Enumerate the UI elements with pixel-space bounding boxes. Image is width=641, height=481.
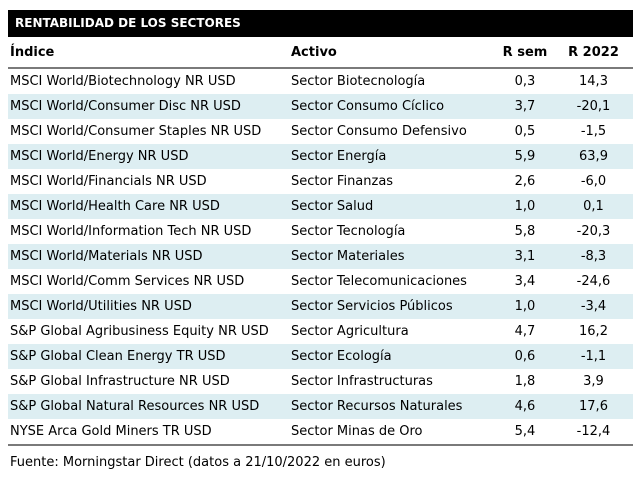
asset-cell: Sector Recursos Naturales — [291, 399, 463, 414]
source-note: Fuente: Morningstar Direct (datos a 21/1… — [10, 455, 386, 470]
table-row: S&P Global Clean Energy TR USD Sector Eco… — [8, 344, 633, 369]
r-sem-cell: 0,5 — [514, 124, 536, 139]
r-sem-cell: 0,6 — [514, 349, 536, 364]
r-sem-cell: 5,8 — [514, 224, 536, 239]
r-sem-cell: 3,1 — [514, 249, 536, 264]
asset-cell: Sector Materiales — [291, 249, 405, 264]
table-title: RENTABILIDAD DE LOS SECTORES — [15, 16, 241, 30]
r-sem-cell: 5,9 — [514, 149, 536, 164]
index-cell: NYSE Arca Gold Miners TR USD — [8, 419, 289, 446]
asset-cell: Sector Salud — [291, 199, 374, 214]
r-sem-cell: 1,8 — [514, 374, 536, 389]
r-sem-cell: 3,4 — [514, 274, 536, 289]
asset-cell: Sector Consumo Defensivo — [291, 124, 467, 139]
r-2022-cell: -8,3 — [580, 249, 607, 264]
table-row: MSCI World/Energy NR USD Sector Energía 5,… — [8, 144, 633, 169]
r-sem-cell: 0,3 — [514, 74, 536, 89]
table-row: NYSE Arca Gold Miners TR USD Sector Minas… — [8, 419, 633, 446]
table-row: MSCI World/Consumer Disc NR USD Sector Co… — [8, 94, 633, 119]
index-cell: S&P Global Infrastructure NR USD — [10, 374, 230, 389]
index-cell: MSCI World/Health Care NR USD — [10, 199, 220, 214]
table-row: MSCI World/Financials NR USD Sector Finan… — [8, 169, 633, 194]
asset-cell: Sector Tecnología — [291, 224, 406, 239]
r-2022-cell: -24,6 — [576, 274, 611, 289]
table-header: Índice Activo R sem R 2022 — [8, 37, 633, 69]
table-row: MSCI World/Biotechnology NR USD Sector Bi… — [8, 68, 633, 94]
column-header-activo: Activo — [289, 37, 496, 69]
table-row: MSCI World/Consumer Staples NR USD Sector… — [8, 119, 633, 144]
sector-returns-table: Índice Activo R sem R 2022 MSCI World/Bi… — [8, 37, 633, 446]
table-body: MSCI World/Biotechnology NR USD Sector Bi… — [8, 68, 633, 446]
r-2022-cell: 3,9 — [583, 374, 604, 389]
asset-cell: Sector Energía — [291, 149, 387, 164]
index-cell: MSCI World/Biotechnology NR USD — [10, 74, 236, 89]
index-cell: MSCI World/Utilities NR USD — [10, 299, 192, 314]
table-row: MSCI World/Health Care NR USD Sector Salu… — [8, 194, 633, 219]
r-2022-cell: -3,4 — [580, 299, 607, 314]
index-cell: MSCI World/Comm Services NR USD — [10, 274, 245, 289]
asset-cell: Sector Biotecnología — [291, 74, 426, 89]
asset-cell: Sector Infrastructuras — [291, 374, 433, 389]
asset-cell: Sector Finanzas — [291, 174, 394, 189]
column-header-r-sem: R sem — [496, 37, 554, 69]
r-sem-cell: 2,6 — [514, 174, 536, 189]
asset-cell: Sector Agricultura — [291, 324, 409, 339]
table-row: S&P Global Agribusiness Equity NR USD Sec… — [8, 319, 633, 344]
r-2022-cell: 63,9 — [579, 149, 608, 164]
column-header-indice: Índice — [8, 37, 289, 69]
table-row: S&P Global Infrastructure NR USD Sector I… — [8, 369, 633, 394]
index-cell: MSCI World/Energy NR USD — [10, 149, 189, 164]
r-2022-cell: 0,1 — [583, 199, 604, 214]
table-row: MSCI World/Comm Services NR USD Sector Te… — [8, 269, 633, 294]
r-2022-cell: -1,5 — [580, 124, 607, 139]
asset-cell: Sector Consumo Cíclico — [291, 99, 445, 114]
r-2022-cell: -6,0 — [580, 174, 607, 189]
r-2022-cell: -1,1 — [580, 349, 607, 364]
asset-cell: Sector Servicios Públicos — [291, 299, 453, 314]
r-2022-cell: 14,3 — [579, 74, 608, 89]
index-cell: MSCI World/Materials NR USD — [10, 249, 203, 264]
table-row: MSCI World/Information Tech NR USD Sector… — [8, 219, 633, 244]
r-sem-cell: 4,6 — [514, 399, 536, 414]
r-sem-cell: 1,0 — [514, 299, 536, 314]
r-sem-cell: 5,4 — [496, 419, 554, 446]
r-2022-cell: -12,4 — [554, 419, 633, 446]
index-cell: MSCI World/Consumer Disc NR USD — [10, 99, 241, 114]
table-title-bar: RENTABILIDAD DE LOS SECTORES — [8, 10, 633, 37]
r-2022-cell: 17,6 — [579, 399, 608, 414]
asset-cell: Sector Ecología — [291, 349, 392, 364]
r-2022-cell: 16,2 — [579, 324, 608, 339]
table-row: S&P Global Natural Resources NR USD Secto… — [8, 394, 633, 419]
r-2022-cell: -20,3 — [576, 224, 611, 239]
asset-cell: Sector Telecomunicaciones — [291, 274, 467, 289]
table-header-row: Índice Activo R sem R 2022 — [8, 37, 633, 69]
r-sem-cell: 3,7 — [514, 99, 536, 114]
index-cell: MSCI World/Financials NR USD — [10, 174, 207, 189]
r-sem-cell: 1,0 — [514, 199, 536, 214]
table-row: MSCI World/Utilities NR USD Sector Servic… — [8, 294, 633, 319]
r-sem-cell: 4,7 — [514, 324, 536, 339]
index-cell: S&P Global Agribusiness Equity NR USD — [10, 324, 269, 339]
index-cell: S&P Global Clean Energy TR USD — [10, 349, 226, 364]
table-row: MSCI World/Materials NR USD Sector Materi… — [8, 244, 633, 269]
asset-cell: Sector Minas de Oro — [289, 419, 496, 446]
index-cell: S&P Global Natural Resources NR USD — [10, 399, 260, 414]
index-cell: MSCI World/Information Tech NR USD — [10, 224, 252, 239]
column-header-r-2022: R 2022 — [554, 37, 633, 69]
r-2022-cell: -20,1 — [576, 99, 611, 114]
index-cell: MSCI World/Consumer Staples NR USD — [10, 124, 262, 139]
